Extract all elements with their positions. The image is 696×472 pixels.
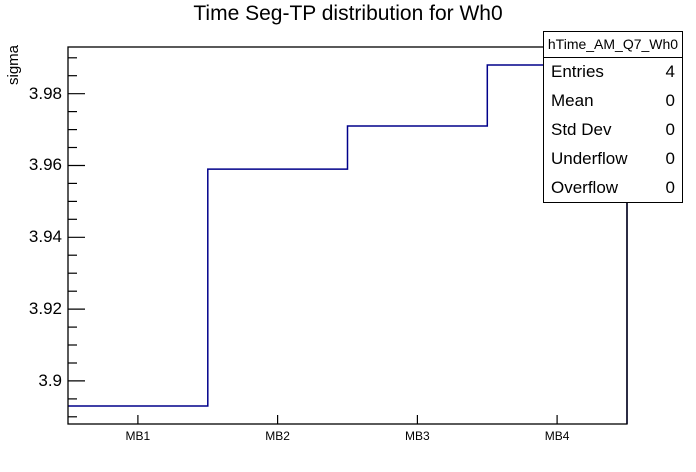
stats-row: Entries 4 bbox=[544, 58, 682, 87]
stats-row-label: Entries bbox=[551, 62, 604, 82]
stats-row: Underflow 0 bbox=[544, 144, 682, 173]
y-tick-label: 3.94 bbox=[28, 227, 62, 247]
stats-row-label: Std Dev bbox=[551, 119, 612, 139]
stats-row-value: 0 bbox=[665, 177, 675, 197]
y-tick-label: 3.9 bbox=[38, 370, 62, 390]
stats-row-value: 0 bbox=[665, 91, 675, 111]
stats-rows: Entries 4 Mean 0 Std Dev 0 Underflow 0 Overflow 0 bbox=[544, 58, 682, 202]
frame-layer bbox=[67, 46, 628, 425]
x-tick-label: MB4 bbox=[544, 429, 570, 443]
y-tick-label: 3.96 bbox=[28, 155, 62, 175]
y-axis-ticks bbox=[68, 57, 85, 418]
stats-row-value: 4 bbox=[665, 62, 675, 82]
x-tick-label: MB1 bbox=[125, 429, 151, 443]
y-tick-label: 3.98 bbox=[28, 83, 62, 103]
stats-box[interactable]: hTime_AM_Q7_Wh0 Entries 4 Mean 0 Std Dev 0 Und… bbox=[543, 31, 683, 203]
stats-row: Std Dev 0 bbox=[544, 116, 682, 145]
stats-row: Overflow 0 bbox=[544, 173, 682, 202]
stats-row: Mean 0 bbox=[544, 87, 682, 116]
plot-title: Time Seg-TP distribution for Wh0 bbox=[193, 2, 503, 25]
stats-row-value: 0 bbox=[665, 148, 675, 168]
y-tick-label: 3.92 bbox=[28, 299, 62, 319]
stats-row-label: Overflow bbox=[551, 177, 619, 197]
x-tick-label: MB3 bbox=[405, 429, 430, 443]
stats-row-label: Underflow bbox=[551, 148, 628, 168]
stats-box-title: hTime_AM_Q7_Wh0 bbox=[544, 32, 682, 58]
x-axis-ticks bbox=[137, 415, 558, 424]
x-tick-label: MB2 bbox=[265, 429, 290, 443]
stats-row-label: Mean bbox=[551, 91, 594, 111]
stats-row-value: 0 bbox=[665, 119, 675, 139]
plot-frame bbox=[67, 46, 628, 425]
